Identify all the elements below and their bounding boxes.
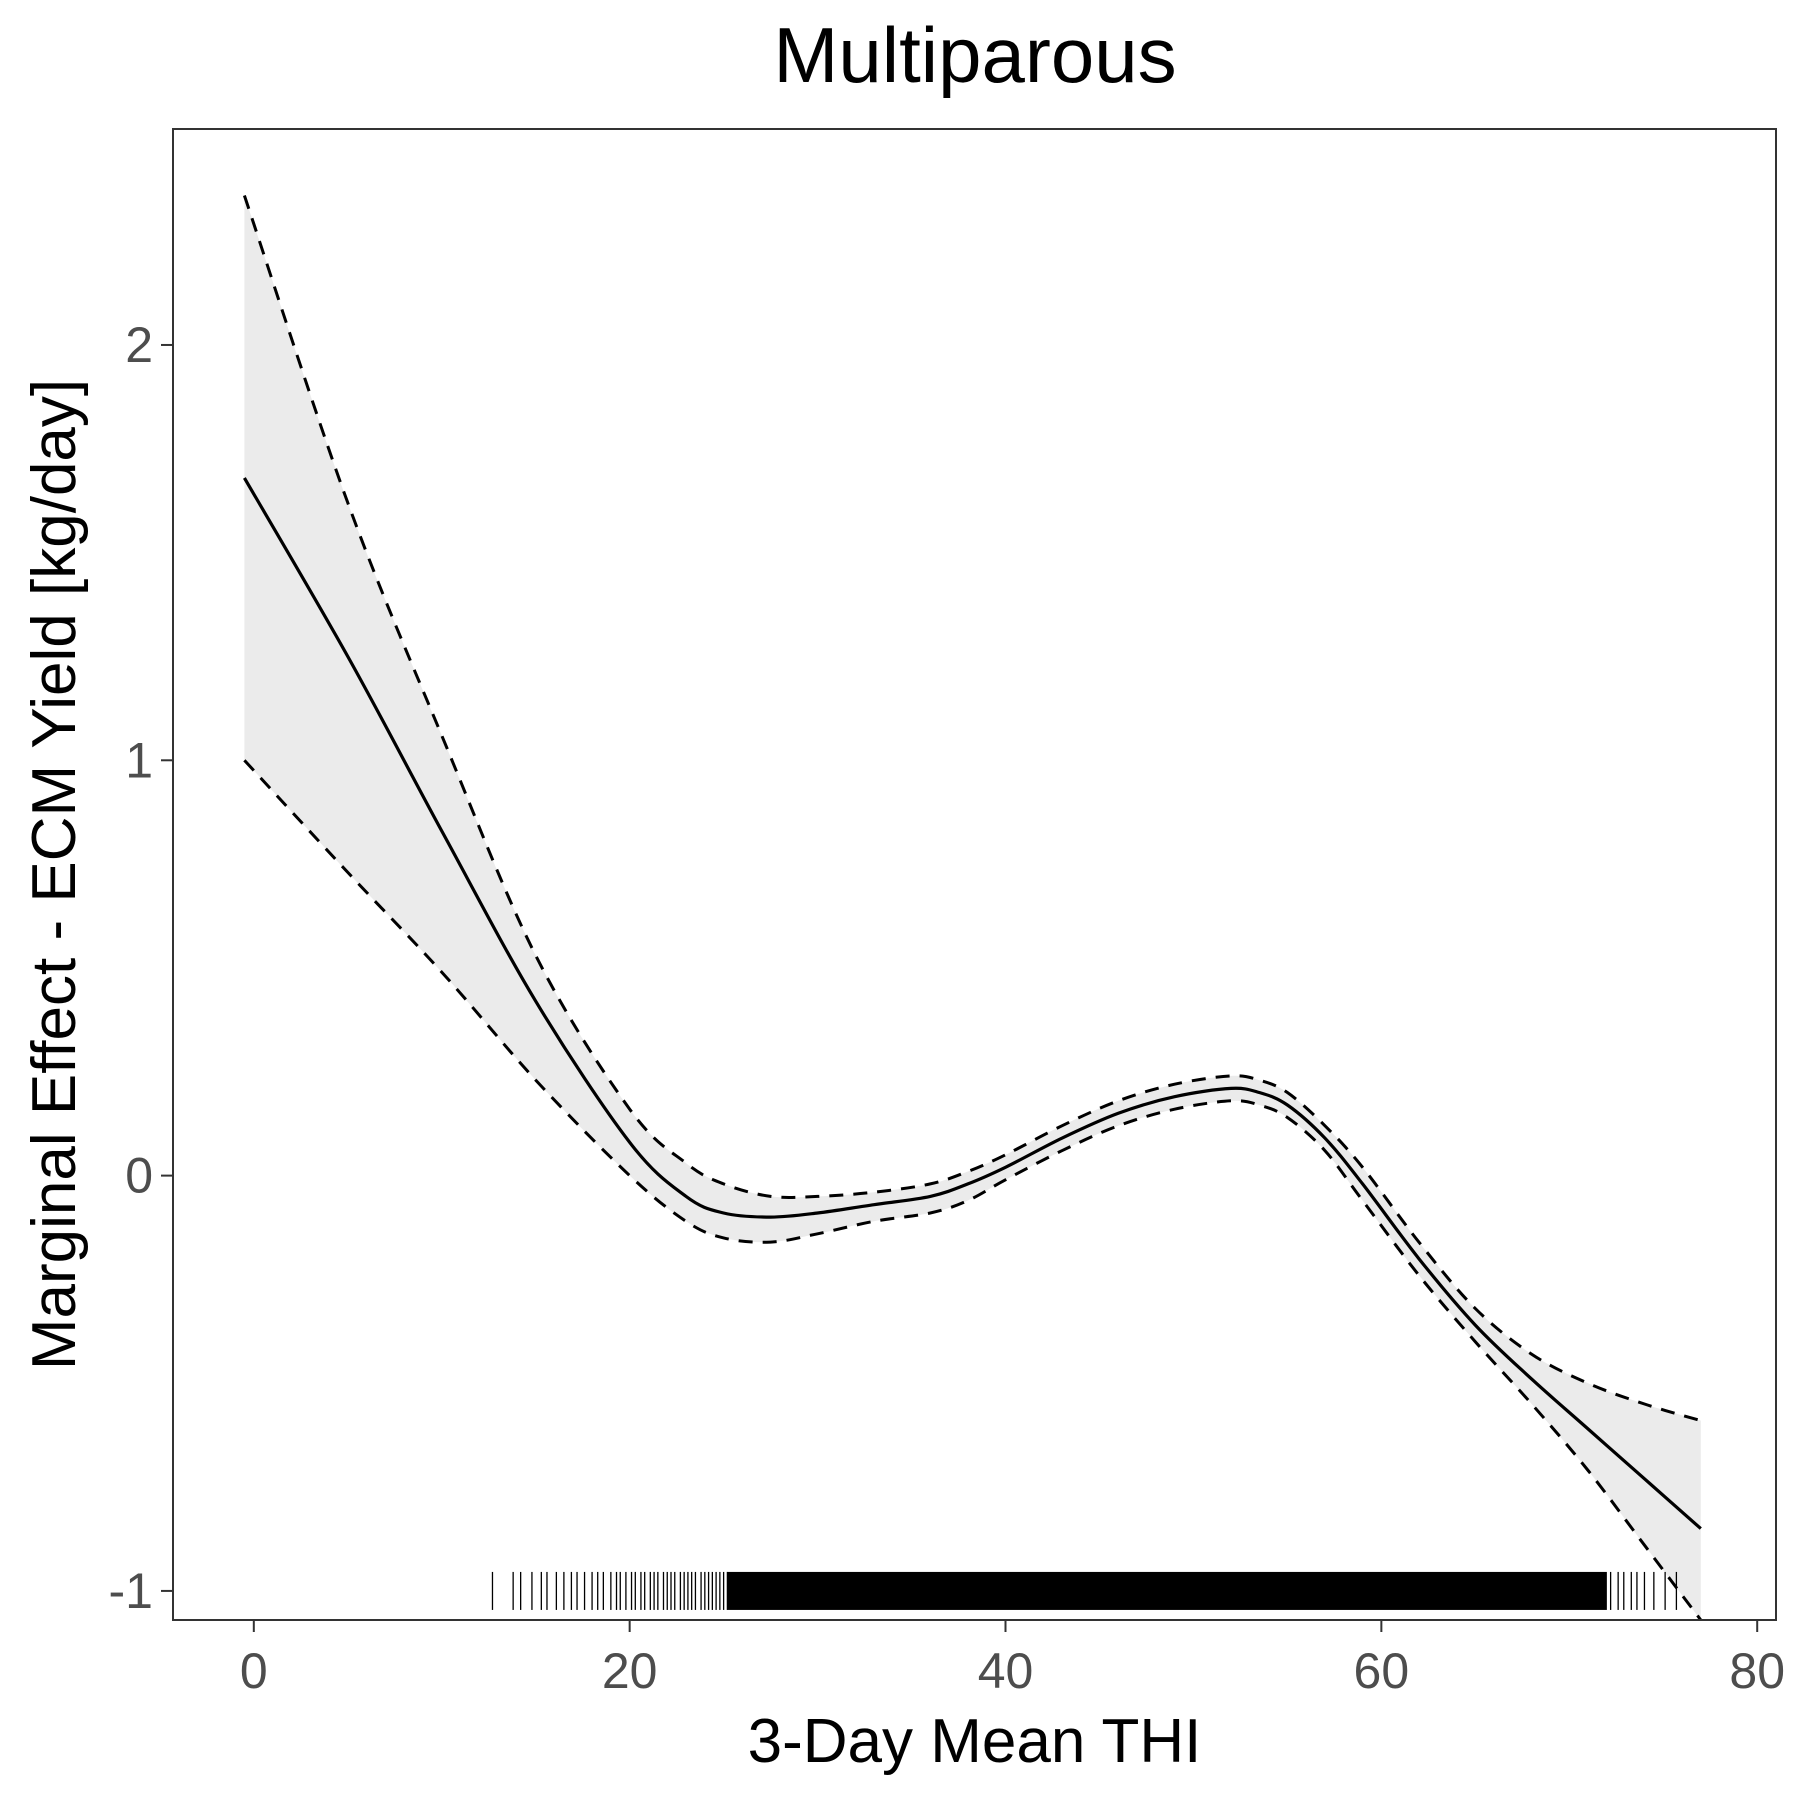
y-tick-label: 1 bbox=[125, 732, 153, 788]
x-tick-label: 40 bbox=[978, 1643, 1034, 1699]
x-tick-label: 20 bbox=[602, 1643, 658, 1699]
y-tick-label: 2 bbox=[125, 317, 153, 373]
x-axis-title: 3-Day Mean THI bbox=[748, 1707, 1202, 1776]
x-tick-label: 80 bbox=[1729, 1643, 1785, 1699]
y-tick-label: -1 bbox=[109, 1563, 153, 1619]
lower-ci-line bbox=[243, 759, 1702, 1621]
chart-title: Multiparous bbox=[773, 11, 1176, 99]
panel-border bbox=[172, 128, 1777, 1621]
estimate-line bbox=[243, 477, 1702, 1530]
axes: 0 20 40 60 80 -1 0 1 2 bbox=[109, 317, 1785, 1699]
confidence-band bbox=[244, 195, 1701, 1620]
rug-dense-block bbox=[727, 1571, 1607, 1610]
upper-ci-line bbox=[242, 195, 1702, 1423]
x-tick-label: 60 bbox=[1354, 1643, 1410, 1699]
y-axis-title: Marginal Effect - ECM Yield [kg/day] bbox=[20, 379, 89, 1370]
x-tick-label: 0 bbox=[240, 1643, 268, 1699]
y-tick-label: 0 bbox=[125, 1148, 153, 1204]
rug-marks bbox=[491, 1571, 1678, 1610]
plot-area bbox=[242, 195, 1702, 1621]
